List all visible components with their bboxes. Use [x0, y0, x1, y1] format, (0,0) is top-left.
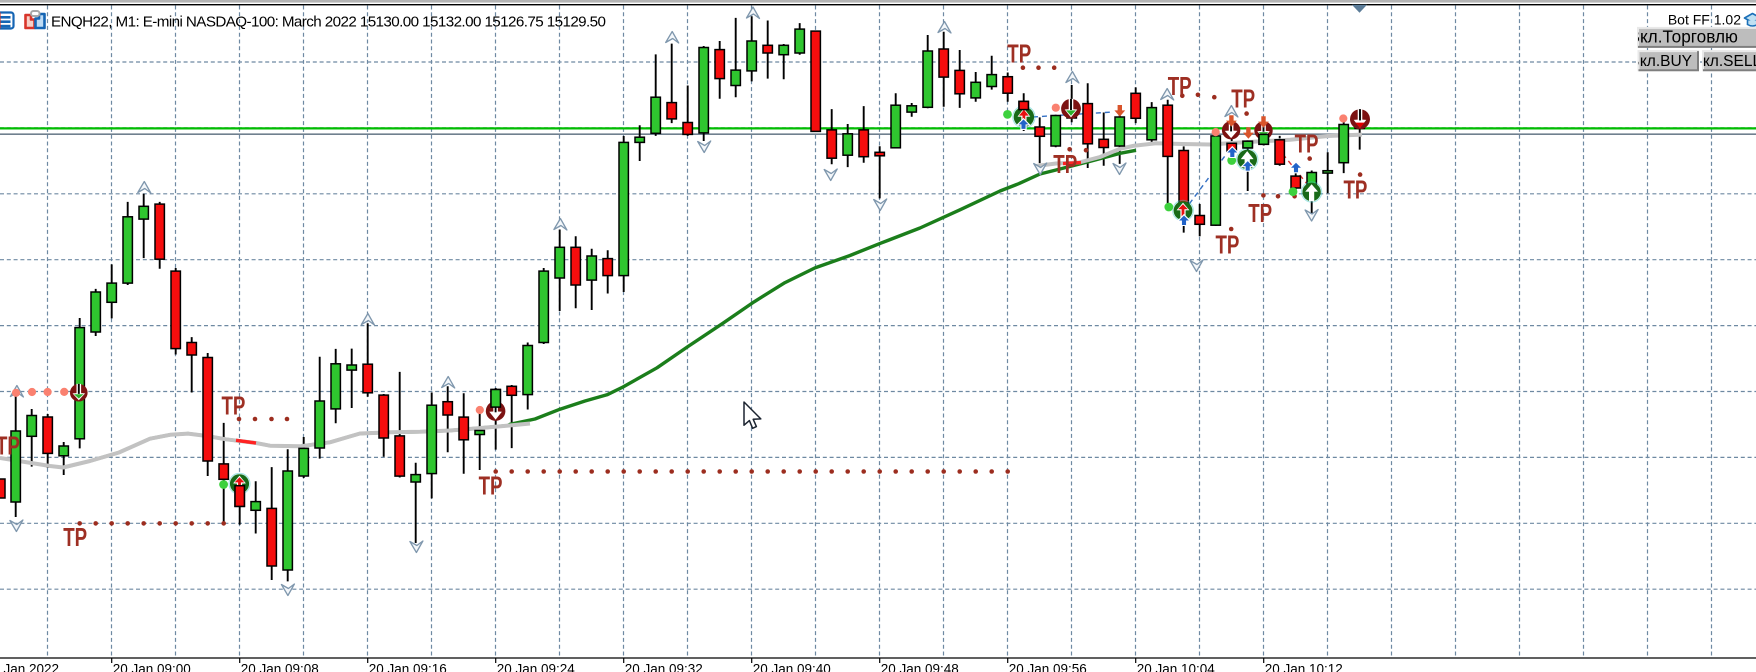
svg-text:TP: TP: [1231, 83, 1255, 113]
svg-text:TP: TP: [0, 430, 20, 460]
svg-text:20 Jan 09:40: 20 Jan 09:40: [753, 662, 831, 672]
svg-text:Вкл.Торговлю: Вкл.Торговлю: [1629, 26, 1738, 46]
svg-text:Bot FF 1.02: Bot FF 1.02: [1668, 12, 1741, 28]
svg-text:20 Jan 09:32: 20 Jan 09:32: [625, 662, 703, 672]
svg-text:20 Jan 10:04: 20 Jan 10:04: [1137, 662, 1216, 672]
svg-text:20 Jan 09:48: 20 Jan 09:48: [881, 662, 959, 672]
svg-text:TP: TP: [1007, 38, 1031, 68]
svg-text:20 Jan 09:08: 20 Jan 09:08: [241, 662, 319, 672]
svg-text:TP: TP: [1216, 229, 1240, 259]
svg-text:TP: TP: [1344, 174, 1368, 204]
svg-text:20 Jan 2022: 20 Jan 2022: [0, 662, 59, 672]
svg-text:TP: TP: [479, 470, 503, 500]
svg-text:Вкл.SELL: Вкл.SELL: [1693, 53, 1756, 70]
svg-text:20 Jan 09:00: 20 Jan 09:00: [113, 662, 191, 672]
svg-text:20 Jan 09:24: 20 Jan 09:24: [497, 662, 576, 672]
svg-text:TP: TP: [222, 390, 246, 420]
svg-text:TP: TP: [1248, 198, 1272, 228]
svg-text:20 Jan 09:16: 20 Jan 09:16: [369, 662, 447, 672]
svg-text:TP: TP: [1295, 128, 1319, 158]
svg-text:TP: TP: [63, 522, 87, 552]
svg-text:ENQH22, M1: E-mini NASDAQ-100: ENQH22, M1: E-mini NASDAQ-100: March 202…: [51, 14, 606, 31]
svg-text:TP: TP: [1053, 149, 1077, 179]
svg-text:20 Jan 10:12: 20 Jan 10:12: [1265, 662, 1343, 672]
svg-text:20 Jan 09:56: 20 Jan 09:56: [1009, 662, 1087, 672]
svg-text:TP: TP: [1168, 71, 1192, 101]
svg-text:Вкл.BUY: Вкл.BUY: [1630, 53, 1693, 70]
